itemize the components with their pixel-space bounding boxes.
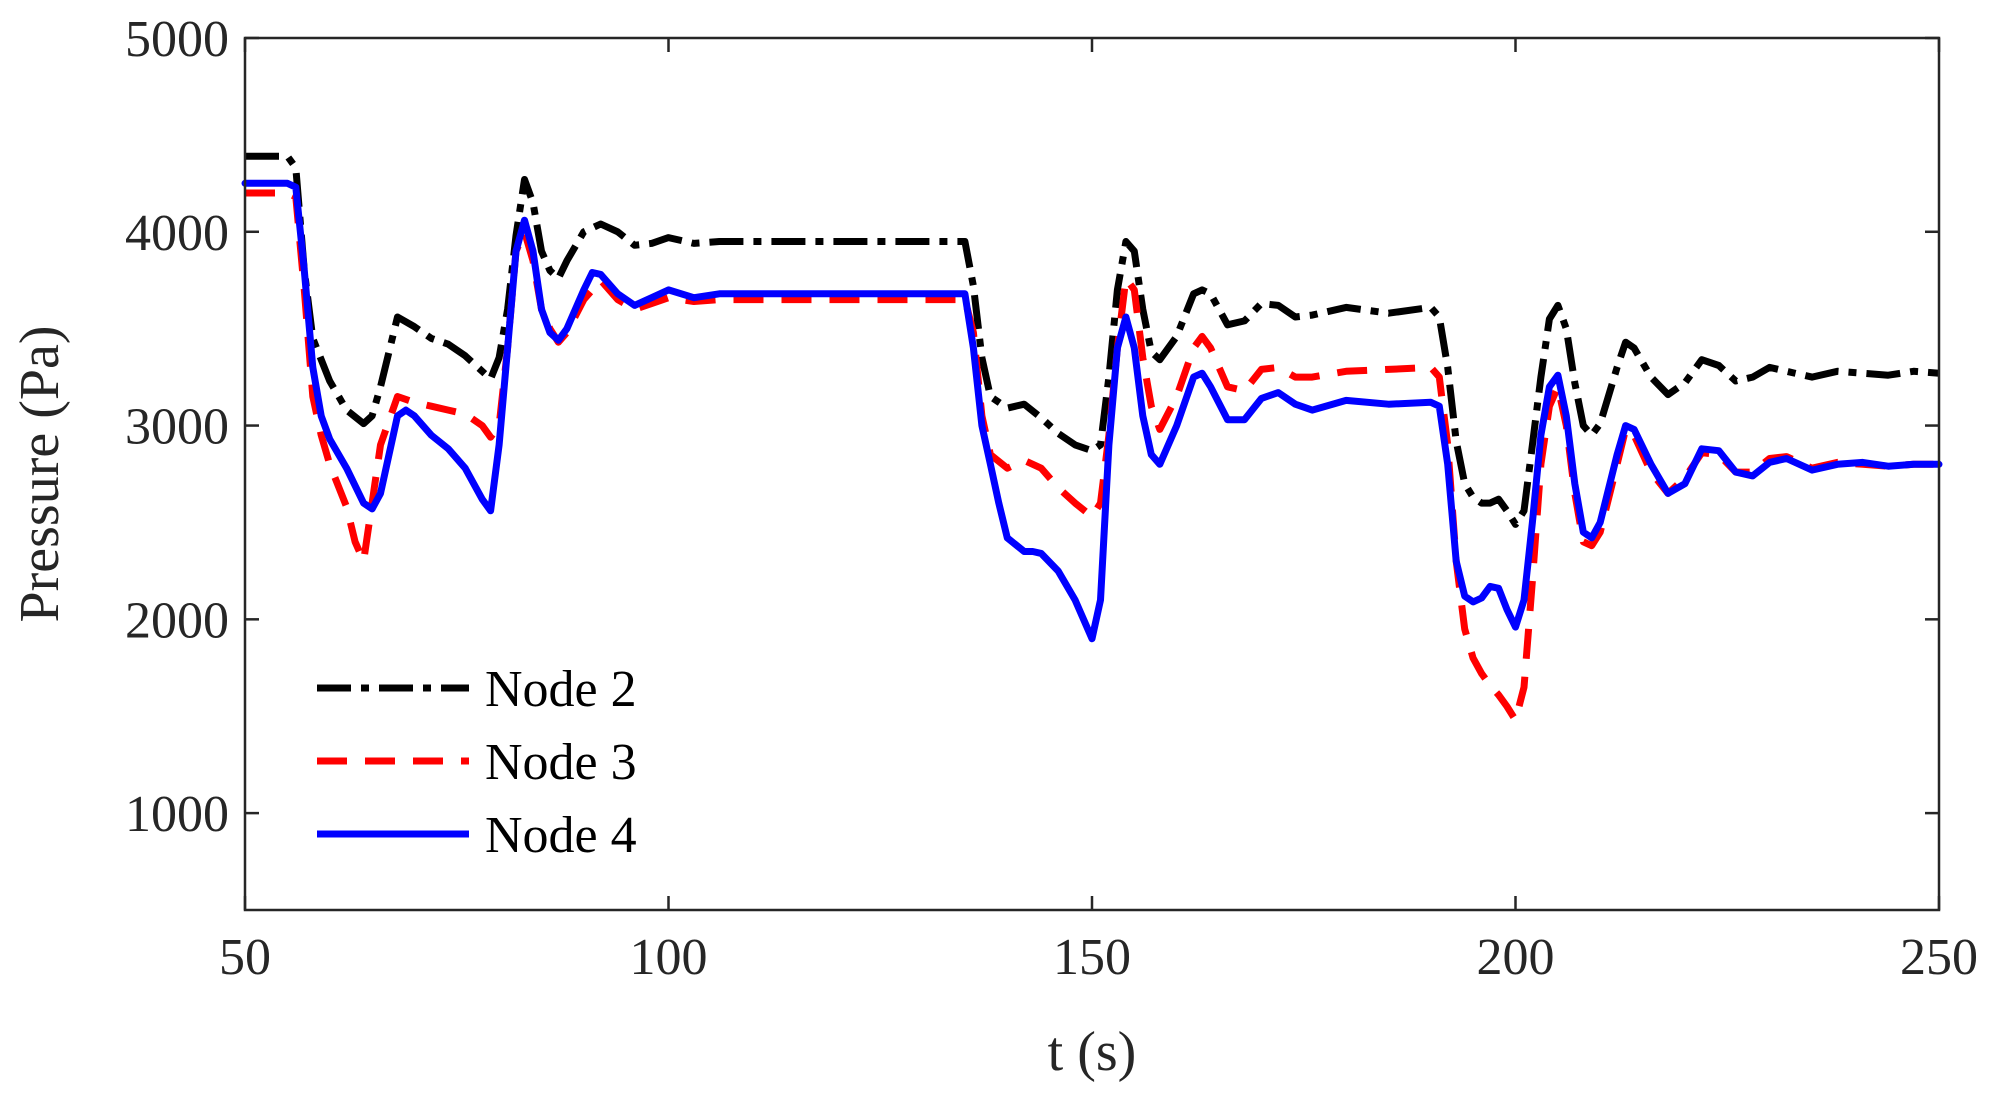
series-line-node-3 xyxy=(245,189,1939,724)
y-tick-label: 1000 xyxy=(125,786,229,843)
y-tick-label: 4000 xyxy=(125,205,229,262)
series-line-node-2 xyxy=(245,152,1940,528)
ticks-layer: 50 100 150 200 250 1000 2000 3000 4000 5000 xyxy=(125,11,1978,986)
series-layer xyxy=(241,152,1943,724)
legend-label-node-3: Node 3 xyxy=(485,734,637,791)
y-tick-label: 3000 xyxy=(125,399,229,456)
y-axis-label: Pressure (Pa) xyxy=(9,325,71,622)
y-tick-label: 5000 xyxy=(125,11,229,68)
x-tick-label: 100 xyxy=(630,929,708,986)
x-tick-label: 200 xyxy=(1477,929,1555,986)
y-tick-label: 2000 xyxy=(125,592,229,649)
series-line-node-4 xyxy=(241,179,1943,643)
x-tick-label: 150 xyxy=(1053,929,1131,986)
legend-label-node-2: Node 2 xyxy=(485,661,637,718)
x-axis-label: t (s) xyxy=(1048,1021,1137,1083)
legend: Node 2 Node 3 Node 4 xyxy=(317,661,637,864)
x-tick-label: 250 xyxy=(1900,929,1978,986)
legend-label-node-4: Node 4 xyxy=(485,807,637,864)
x-tick-label: 50 xyxy=(219,929,271,986)
